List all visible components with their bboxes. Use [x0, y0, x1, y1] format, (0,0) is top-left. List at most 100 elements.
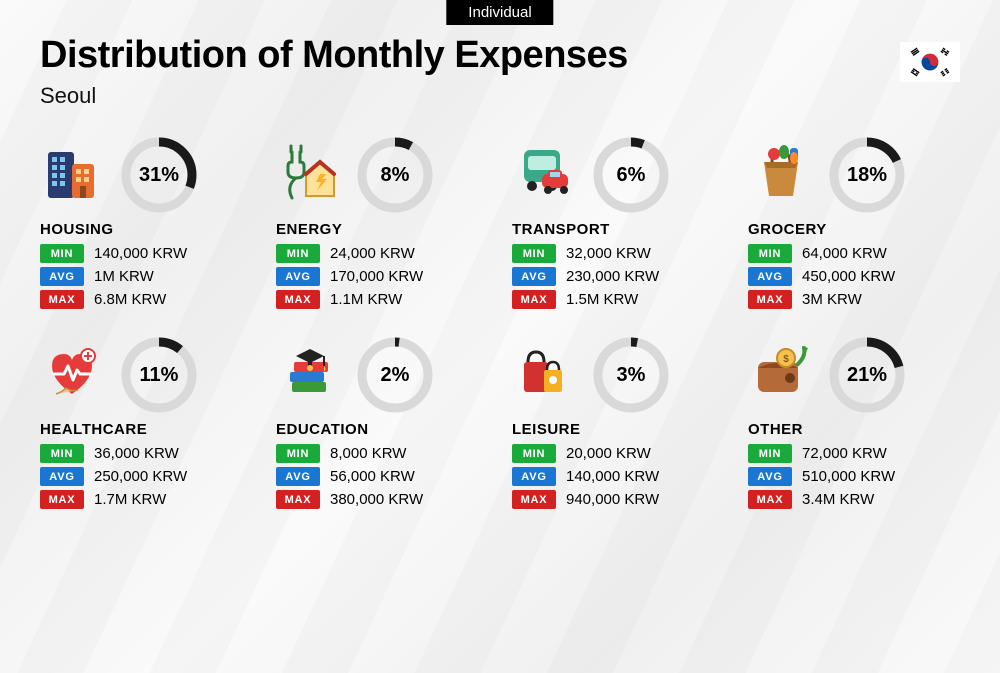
avg-value: 510,000 KRW: [802, 468, 895, 485]
percent-donut: 31%: [120, 136, 198, 214]
category-name: EDUCATION: [276, 421, 488, 438]
max-value: 940,000 KRW: [566, 491, 659, 508]
category-name: LEISURE: [512, 421, 724, 438]
min-value: 72,000 KRW: [802, 445, 887, 462]
max-value: 3.4M KRW: [802, 491, 874, 508]
max-badge: MAX: [276, 290, 320, 309]
avg-badge: AVG: [276, 467, 320, 486]
min-badge: MIN: [512, 444, 556, 463]
avg-value: 170,000 KRW: [330, 268, 423, 285]
min-value: 8,000 KRW: [330, 445, 406, 462]
category-name: HEALTHCARE: [40, 421, 252, 438]
percent-donut: 8%: [356, 136, 434, 214]
min-badge: MIN: [748, 444, 792, 463]
min-badge: MIN: [40, 444, 84, 463]
category-stats: MIN 140,000 KRW AVG 1M KRW MAX 6.8M KRW: [40, 244, 252, 309]
category-stats: MIN 36,000 KRW AVG 250,000 KRW MAX 1.7M KRW: [40, 444, 252, 509]
category-name: HOUSING: [40, 221, 252, 238]
avg-badge: AVG: [40, 267, 84, 286]
percent-label: 11%: [120, 336, 198, 414]
percent-donut: 3%: [592, 336, 670, 414]
avg-badge: AVG: [512, 467, 556, 486]
header: Distribution of Monthly Expenses Seoul: [40, 34, 960, 109]
category-card: 8% ENERGY MIN 24,000 KRW AVG 170,000 KRW M…: [276, 137, 488, 309]
avg-badge: AVG: [748, 467, 792, 486]
min-value: 32,000 KRW: [566, 245, 651, 262]
category-card: 2% EDUCATION MIN 8,000 KRW AVG 56,000 KRW …: [276, 337, 488, 509]
healthcare-icon: [40, 342, 106, 408]
min-badge: MIN: [276, 244, 320, 263]
percent-donut: 6%: [592, 136, 670, 214]
percent-label: 31%: [120, 136, 198, 214]
max-badge: MAX: [512, 490, 556, 509]
leisure-icon: [512, 342, 578, 408]
min-badge: MIN: [40, 244, 84, 263]
max-value: 6.8M KRW: [94, 291, 166, 308]
page-subtitle: Seoul: [40, 83, 960, 109]
max-value: 1.7M KRW: [94, 491, 166, 508]
avg-value: 450,000 KRW: [802, 268, 895, 285]
min-value: 20,000 KRW: [566, 445, 651, 462]
percent-label: 18%: [828, 136, 906, 214]
avg-value: 1M KRW: [94, 268, 154, 285]
category-stats: MIN 24,000 KRW AVG 170,000 KRW MAX 1.1M KRW: [276, 244, 488, 309]
percent-label: 21%: [828, 336, 906, 414]
percent-donut: 21%: [828, 336, 906, 414]
grocery-icon: [748, 142, 814, 208]
category-stats: MIN 8,000 KRW AVG 56,000 KRW MAX 380,000 KR…: [276, 444, 488, 509]
percent-label: 8%: [356, 136, 434, 214]
education-icon: [276, 342, 342, 408]
category-card: 11% HEALTHCARE MIN 36,000 KRW AVG 250,000 …: [40, 337, 252, 509]
min-badge: MIN: [748, 244, 792, 263]
avg-value: 140,000 KRW: [566, 468, 659, 485]
avg-badge: AVG: [512, 267, 556, 286]
max-value: 3M KRW: [802, 291, 862, 308]
category-card: 21% OTHER MIN 72,000 KRW AVG 510,000 KRW M…: [748, 337, 960, 509]
category-name: ENERGY: [276, 221, 488, 238]
avg-badge: AVG: [40, 467, 84, 486]
korea-flag-icon: [900, 42, 960, 82]
percent-donut: 18%: [828, 136, 906, 214]
category-card: 18% GROCERY MIN 64,000 KRW AVG 450,000 KRW…: [748, 137, 960, 309]
max-value: 380,000 KRW: [330, 491, 423, 508]
category-card: 3% LEISURE MIN 20,000 KRW AVG 140,000 KRW …: [512, 337, 724, 509]
category-name: TRANSPORT: [512, 221, 724, 238]
max-badge: MAX: [276, 490, 320, 509]
min-value: 36,000 KRW: [94, 445, 179, 462]
percent-donut: 11%: [120, 336, 198, 414]
category-card: 6% TRANSPORT MIN32,000 KRW AVG230,000 KR…: [512, 137, 724, 309]
category-grid: 31% HOUSING MIN 140,000 KRW AVG 1M KRW MAX…: [40, 137, 960, 509]
category-name: OTHER: [748, 421, 960, 438]
max-badge: MAX: [512, 290, 556, 309]
category-stats: MIN 64,000 KRW AVG 450,000 KRW MAX 3M KRW: [748, 244, 960, 309]
transport-icon: [512, 142, 578, 208]
category-stats: MIN 20,000 KRW AVG 140,000 KRW MAX 940,000 …: [512, 444, 724, 509]
category-stats: MIN32,000 KRW AVG230,000 KRW MAX1.5M KRW: [512, 244, 724, 309]
max-badge: MAX: [40, 490, 84, 509]
housing-icon: [40, 142, 106, 208]
other-icon: [748, 342, 814, 408]
avg-badge: AVG: [276, 267, 320, 286]
avg-value: 230,000 KRW: [566, 268, 659, 285]
avg-badge: AVG: [748, 267, 792, 286]
percent-donut: 2%: [356, 336, 434, 414]
min-badge: MIN: [276, 444, 320, 463]
category-stats: MIN 72,000 KRW AVG 510,000 KRW MAX 3.4M KRW: [748, 444, 960, 509]
min-value: 24,000 KRW: [330, 245, 415, 262]
category-card: 31% HOUSING MIN 140,000 KRW AVG 1M KRW MAX…: [40, 137, 252, 309]
max-badge: MAX: [40, 290, 84, 309]
max-value: 1.5M KRW: [566, 291, 638, 308]
percent-label: 6%: [592, 136, 670, 214]
category-name: GROCERY: [748, 221, 960, 238]
percent-label: 2%: [356, 336, 434, 414]
min-value: 140,000 KRW: [94, 245, 187, 262]
individual-badge: Individual: [446, 0, 553, 25]
max-badge: MAX: [748, 290, 792, 309]
avg-value: 250,000 KRW: [94, 468, 187, 485]
min-value: 64,000 KRW: [802, 245, 887, 262]
energy-icon: [276, 142, 342, 208]
page-title: Distribution of Monthly Expenses: [40, 34, 960, 77]
max-badge: MAX: [748, 490, 792, 509]
max-value: 1.1M KRW: [330, 291, 402, 308]
avg-value: 56,000 KRW: [330, 468, 415, 485]
